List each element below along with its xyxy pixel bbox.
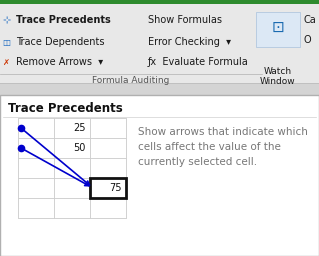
Text: Error Checking  ▾: Error Checking ▾ xyxy=(148,37,231,47)
Bar xyxy=(54,178,90,198)
Bar xyxy=(90,158,126,178)
Text: ◫: ◫ xyxy=(2,37,10,47)
Bar xyxy=(18,138,54,158)
Text: Trace Precedents: Trace Precedents xyxy=(16,15,111,25)
Bar xyxy=(90,198,126,218)
Text: Show arrows that indicate which
cells affect the value of the
currently selected: Show arrows that indicate which cells af… xyxy=(138,127,308,167)
Bar xyxy=(0,0,319,4)
Bar xyxy=(90,138,126,158)
Text: Show Formulas: Show Formulas xyxy=(148,15,222,25)
Bar xyxy=(90,178,126,198)
Text: Remove Arrows  ▾: Remove Arrows ▾ xyxy=(16,57,103,67)
Text: Trace Dependents: Trace Dependents xyxy=(16,37,105,47)
Text: ƒx  Evaluate Formula: ƒx Evaluate Formula xyxy=(148,57,249,67)
Bar xyxy=(54,158,90,178)
Bar xyxy=(18,198,54,218)
Text: Trace Precedents: Trace Precedents xyxy=(8,102,123,115)
Text: ⊡: ⊡ xyxy=(271,20,284,35)
Bar xyxy=(18,178,54,198)
Text: 50: 50 xyxy=(74,143,86,153)
Bar xyxy=(54,198,90,218)
Bar xyxy=(0,95,319,256)
Bar xyxy=(54,138,90,158)
Bar xyxy=(90,118,126,138)
Text: 75: 75 xyxy=(109,183,122,193)
Bar xyxy=(0,83,319,84)
Bar xyxy=(18,158,54,178)
Text: Formula Auditing: Formula Auditing xyxy=(92,76,169,85)
Bar xyxy=(256,12,300,47)
Bar xyxy=(18,118,54,138)
Bar xyxy=(90,178,126,198)
Bar xyxy=(0,4,319,84)
Bar xyxy=(18,118,126,218)
Text: Ca: Ca xyxy=(304,15,317,25)
Bar xyxy=(54,118,90,138)
Text: 25: 25 xyxy=(73,123,86,133)
Text: Watch
Window: Watch Window xyxy=(260,67,296,87)
Text: ✗: ✗ xyxy=(2,58,9,67)
Text: ⊹: ⊹ xyxy=(2,15,10,25)
Text: O: O xyxy=(304,35,312,45)
